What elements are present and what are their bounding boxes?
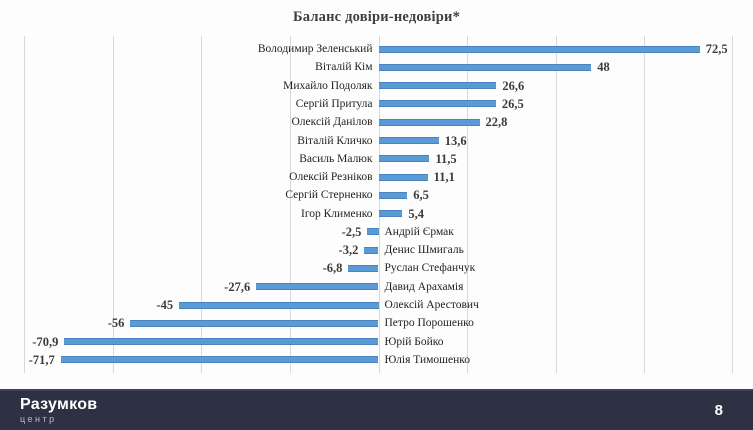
- bar: [378, 155, 430, 163]
- bar: [378, 100, 496, 108]
- bar-row: Андрій Єрмак -2,5: [24, 223, 733, 241]
- person-label: Олексій Резніков: [289, 171, 373, 184]
- gridline: [201, 36, 203, 373]
- bar-row: Олексій Резніков 11,1: [24, 168, 733, 186]
- value-label: -70,9: [32, 334, 59, 349]
- bar-row: Володимир Зеленський 72,5: [24, 40, 733, 58]
- bar-row: Сергій Стерненко 6,5: [24, 186, 733, 204]
- person-label: Ігор Клименко: [301, 207, 373, 220]
- chart-title: Баланс довіри-недовіри*: [292, 9, 461, 25]
- gridline: [467, 36, 469, 373]
- bar: [378, 82, 497, 90]
- person-label: Віталій Кличко: [297, 134, 373, 147]
- person-label: Андрій Єрмак: [384, 225, 454, 238]
- bar-row: Олексій Данілов 22,8: [24, 113, 733, 131]
- value-label: -71,7: [28, 352, 55, 367]
- value-label: -45: [156, 298, 174, 312]
- value-label: -6,8: [322, 261, 343, 276]
- bar: [348, 264, 379, 272]
- person-label: Юрій Бойко: [384, 335, 444, 348]
- bar-row: Василь Малюк 11,5: [24, 150, 733, 168]
- person-label: Олексій Арестович: [384, 299, 479, 311]
- bar-row: Сергій Притула 26,5: [24, 95, 733, 113]
- bar-row: Петро Порошенко -56: [24, 314, 733, 332]
- person-label: Олексій Данілов: [291, 116, 373, 129]
- person-label: Сергій Стерненко: [285, 189, 373, 202]
- person-label: Володимир Зеленський: [257, 43, 373, 56]
- value-label: 72,5: [705, 42, 728, 57]
- chart-plot-area: Володимир Зеленський 72,5 Віталій Кім 48 Мих…: [24, 36, 733, 373]
- bar-row: Віталій Кличко 13,6: [24, 131, 733, 149]
- bar: [378, 210, 403, 218]
- bar: [378, 45, 700, 53]
- bar-row: Денис Шмигаль -3,2: [24, 241, 733, 259]
- footer-bar: Разумков центр 8: [0, 389, 753, 430]
- bar-row: Михайло Подоляк 26,6: [24, 77, 733, 95]
- page-number: 8: [714, 402, 723, 419]
- bar-row: Віталій Кім 48: [24, 58, 733, 76]
- value-label: -56: [107, 316, 125, 331]
- brand-name: Разумков: [20, 396, 98, 413]
- value-label: 26,5: [501, 96, 524, 111]
- gridline: [289, 36, 291, 373]
- bar-row: Юрій Бойко -70,9: [24, 332, 733, 350]
- bar: [378, 118, 480, 126]
- value-label: 5,4: [408, 206, 425, 221]
- gridline: [24, 36, 25, 373]
- person-label: Василь Малюк: [299, 152, 373, 165]
- gridline: [732, 36, 733, 373]
- person-label: Давид Арахамія: [384, 280, 464, 293]
- bar-row: Юлія Тимошенко -71,7: [24, 351, 733, 369]
- value-label: -2,5: [341, 224, 362, 239]
- value-label: -3,2: [338, 243, 359, 258]
- bar-row: Руслан Стефанчук -6,8: [24, 259, 733, 277]
- value-label: 48: [597, 60, 610, 75]
- value-label: 11,1: [433, 170, 455, 185]
- bar: [378, 173, 428, 181]
- bar: [130, 319, 379, 327]
- brand-logo: Разумков центр: [0, 397, 97, 424]
- bar-row: Олексій Арестович -45: [24, 296, 733, 314]
- bar: [60, 356, 379, 364]
- value-label: 6,5: [413, 188, 429, 203]
- value-label: 13,6: [444, 133, 467, 148]
- bar: [378, 63, 592, 71]
- person-label: Віталій Кім: [315, 61, 373, 74]
- value-label: 26,6: [502, 78, 525, 93]
- value-label: 11,5: [435, 151, 457, 166]
- bar-row: Давид Арахамія -27,6: [24, 278, 733, 296]
- brand-subtitle: центр: [20, 414, 57, 424]
- bar: [367, 228, 379, 236]
- gridline: [378, 36, 380, 373]
- person-label: Юлія Тимошенко: [384, 353, 471, 366]
- gridline: [555, 36, 557, 373]
- bar: [256, 283, 379, 291]
- person-label: Сергій Притула: [295, 97, 373, 110]
- person-label: Денис Шмигаль: [384, 244, 464, 257]
- person-label: Руслан Стефанчук: [384, 262, 476, 275]
- person-label: Михайло Подоляк: [283, 79, 373, 92]
- bar: [179, 301, 379, 309]
- value-label: 22,8: [485, 115, 508, 130]
- gridline: [644, 36, 646, 373]
- bar: [378, 191, 408, 199]
- bar: [364, 246, 379, 254]
- gridline: [112, 36, 114, 373]
- bar-row: Ігор Клименко 5,4: [24, 205, 733, 223]
- person-label: Петро Порошенко: [384, 317, 474, 330]
- value-label: -27,6: [224, 279, 251, 294]
- bar: [378, 137, 439, 144]
- bar: [64, 338, 379, 346]
